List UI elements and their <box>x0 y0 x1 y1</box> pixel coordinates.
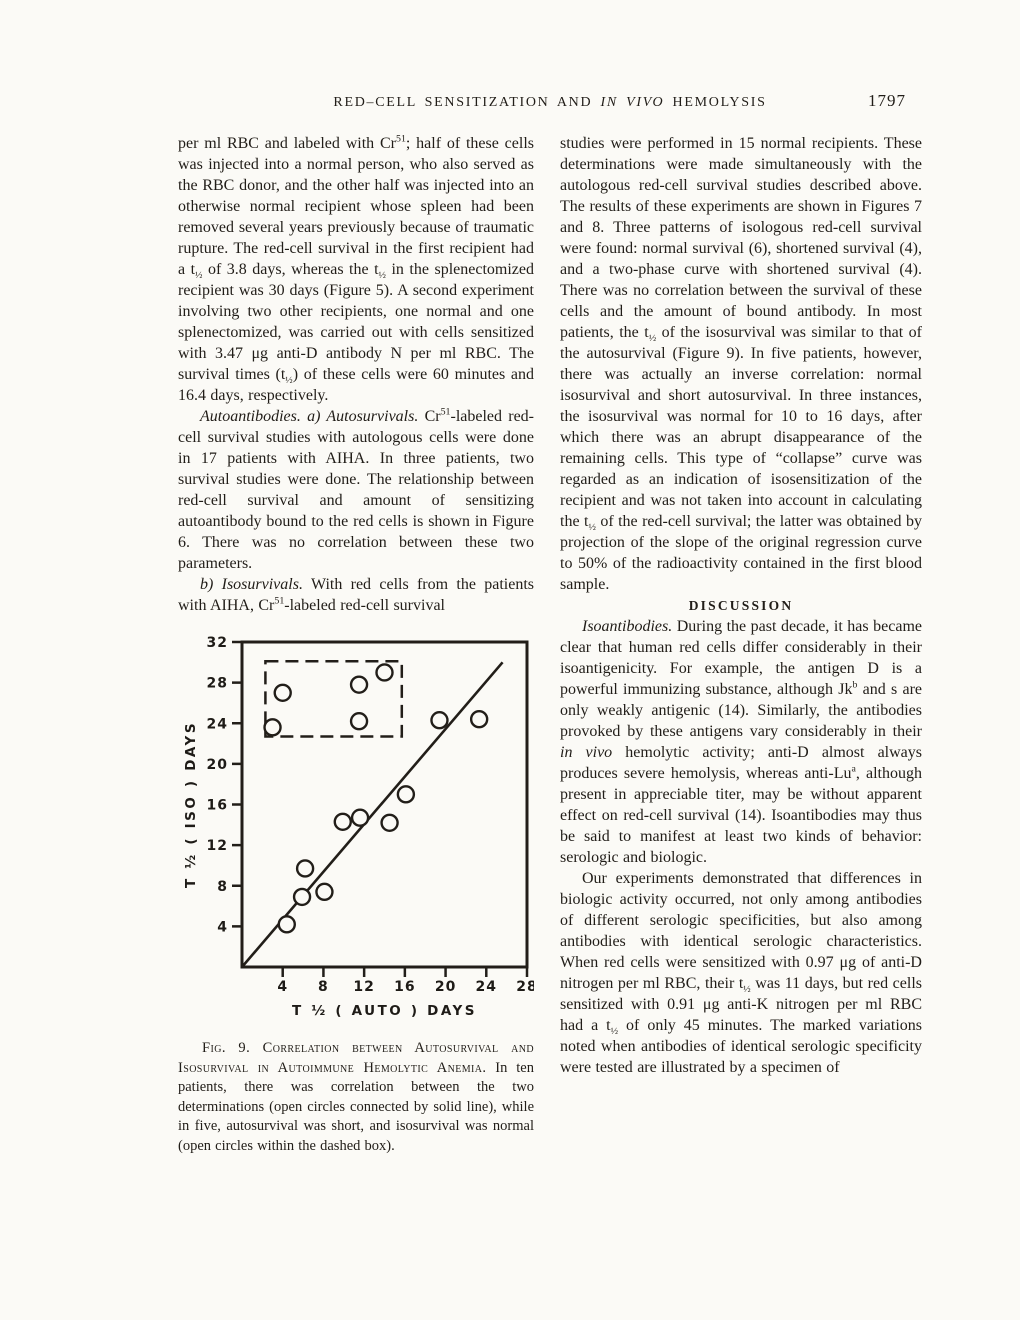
data-point <box>333 812 352 831</box>
data-point <box>277 915 296 934</box>
dashed-box <box>264 660 404 738</box>
x-axis-label: T ½ ( AUTO ) DAYS <box>292 1003 477 1019</box>
data-point <box>469 709 489 729</box>
section-heading-discussion: DISCUSSION <box>688 598 794 613</box>
x-tick-label: 24 <box>476 979 497 995</box>
y-tick-label: 8 <box>217 879 228 895</box>
paragraph: b) Isosurvivals. With red cells from the… <box>178 576 534 614</box>
x-tick-label: 16 <box>394 979 415 995</box>
paragraph: studies were performed in 15 normal reci… <box>560 135 922 593</box>
figure-9: 4 8 12 16 20 24 28 4 8 12 16 20 24 28 32 T ½ ( AUTO ) D… <box>178 630 534 1156</box>
figure-9-chart: 4 8 12 16 20 24 28 4 8 12 16 20 24 28 32 T ½ ( AUTO ) D… <box>183 635 534 1019</box>
x-tick-label: 20 <box>435 979 456 995</box>
paragraph: per ml RBC and labeled with Cr51; half o… <box>178 133 534 404</box>
y-tick-label: 4 <box>217 919 228 935</box>
y-tick-label: 16 <box>207 798 228 814</box>
left-column: per ml RBC and labeled with Cr51; half o… <box>178 133 534 1156</box>
data-point <box>349 675 369 694</box>
y-tick-label: 32 <box>207 635 228 651</box>
paragraph: Our experiments demonstrated that differ… <box>560 870 922 1076</box>
running-title: RED–CELL SENSITIZATION AND IN VIVO HEMOL… <box>333 95 767 110</box>
data-point <box>375 663 394 682</box>
paragraph: Isoantibodies. During the past decade, i… <box>560 618 922 866</box>
paragraph: Autoantibodies. a) Autosurvivals. Cr51-l… <box>178 406 535 572</box>
data-point <box>430 711 449 730</box>
x-tick-label: 4 <box>277 979 288 995</box>
page-number: 1797 <box>868 91 906 110</box>
data-point <box>350 808 370 827</box>
data-point <box>273 683 292 702</box>
data-point <box>396 785 416 804</box>
data-point <box>380 813 399 832</box>
y-tick-label: 28 <box>207 676 228 692</box>
x-tick-label: 12 <box>353 979 374 995</box>
x-tick-label: 28 <box>516 979 534 995</box>
y-axis-label: T ½ ( ISO ) DAYS <box>183 721 199 888</box>
plot-frame <box>240 640 529 969</box>
data-point <box>315 882 334 902</box>
data-point <box>349 712 369 731</box>
data-point <box>292 887 312 907</box>
y-tick-label: 24 <box>207 716 228 732</box>
figure-9-caption: Fig. 9. Correlation between Autosurvival… <box>178 1040 534 1154</box>
right-column: studies were performed in 15 normal reci… <box>560 133 922 1078</box>
data-point <box>295 859 315 878</box>
data-point <box>263 718 282 737</box>
y-tick-label: 12 <box>207 838 228 854</box>
y-tick-label: 20 <box>207 757 228 773</box>
x-tick-label: 8 <box>318 979 329 995</box>
